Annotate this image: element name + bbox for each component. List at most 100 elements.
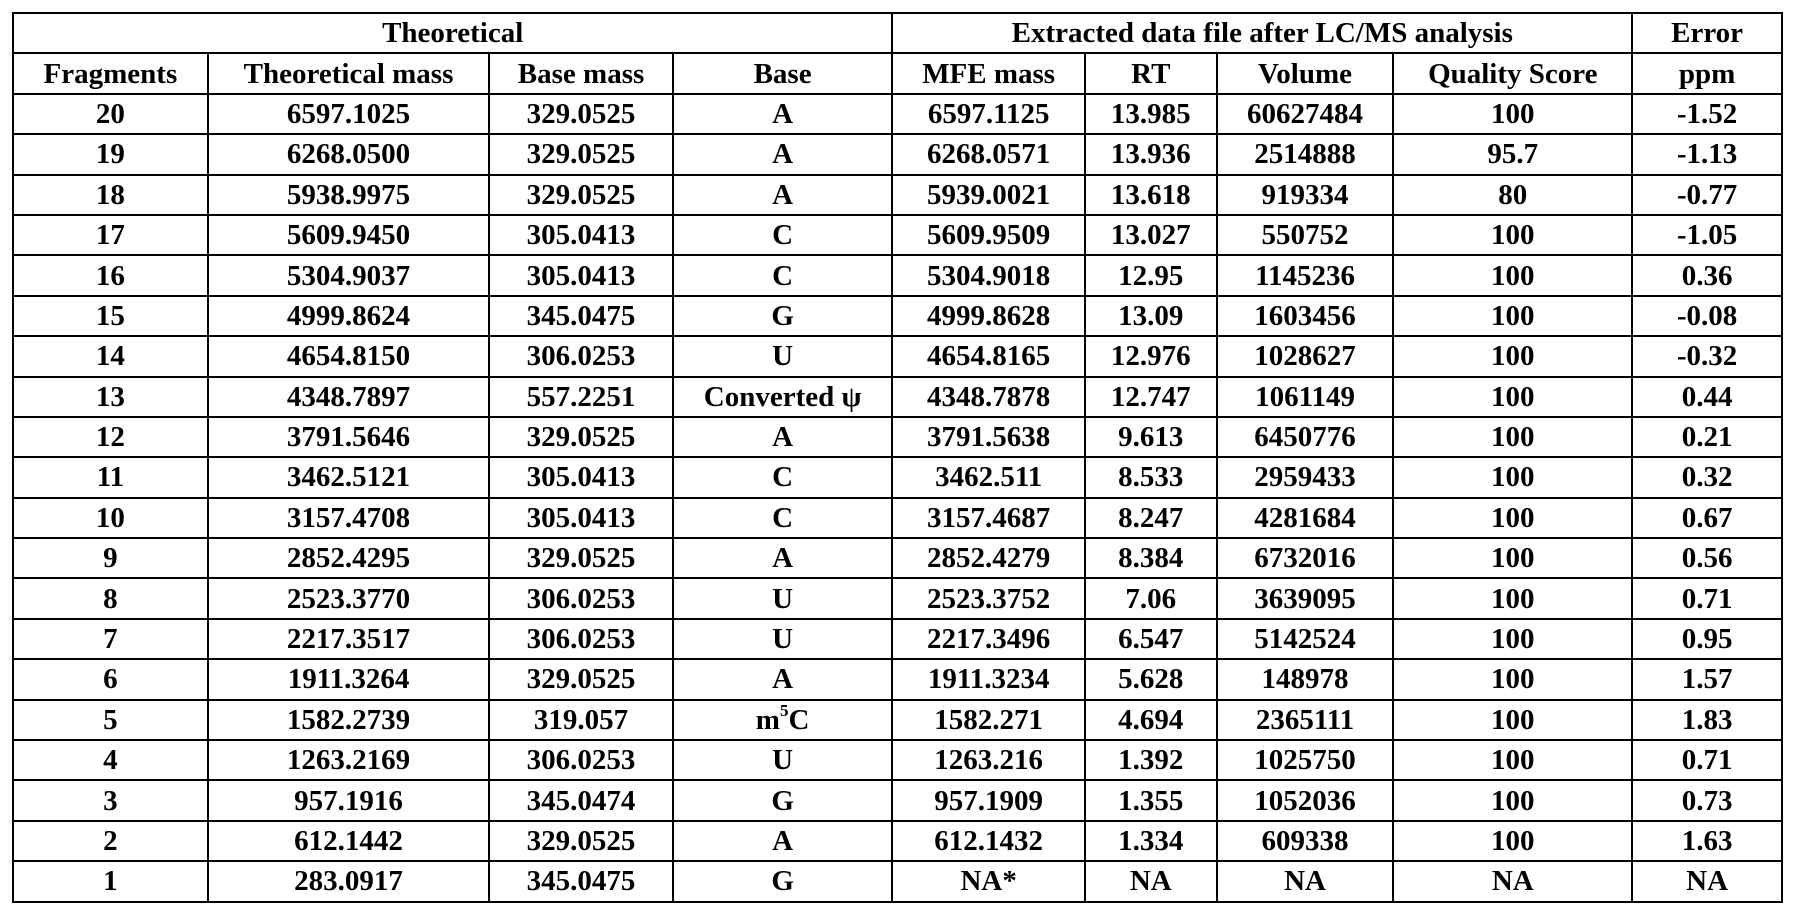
cell-quality-score: 80 bbox=[1392, 173, 1634, 216]
cell-base: C bbox=[671, 496, 894, 540]
cell-base: A bbox=[671, 537, 894, 580]
cell-base: U bbox=[671, 739, 894, 782]
cell-ppm: -0.08 bbox=[1631, 294, 1783, 338]
cell-quality-score: 100 bbox=[1392, 819, 1634, 863]
table-row: 8 2523.3770 306.0253 U 2523.3752 7.06 3639095 1… bbox=[12, 577, 1783, 620]
cell-base-mass: 345.0475 bbox=[488, 294, 674, 338]
cell-ppm: 0.21 bbox=[1631, 415, 1783, 459]
cell-base-mass: 329.0525 bbox=[488, 173, 674, 216]
cell-ppm: 1.57 bbox=[1631, 658, 1783, 701]
cell-volume: NA bbox=[1215, 860, 1395, 903]
cell-base: G bbox=[671, 779, 894, 822]
cell-rt: 6.547 bbox=[1083, 617, 1218, 661]
cell-theoretical-mass: 4999.8624 bbox=[206, 294, 491, 338]
column-header-fragments: Fragments bbox=[12, 52, 209, 95]
cell-theoretical-mass: 5304.9037 bbox=[206, 254, 491, 297]
cell-volume: 919334 bbox=[1215, 173, 1395, 216]
table-body: 20 6597.1025 329.0525 A 6597.1125 13.985 60627… bbox=[12, 92, 1783, 903]
cell-volume: 609338 bbox=[1215, 819, 1395, 863]
cell-rt: 8.247 bbox=[1083, 496, 1218, 540]
cell-fragment: 9 bbox=[12, 537, 209, 580]
cell-mfe-mass: 6597.1125 bbox=[891, 92, 1086, 136]
cell-quality-score: 100 bbox=[1392, 375, 1634, 418]
cell-rt: 12.95 bbox=[1083, 254, 1218, 297]
cell-quality-score: 100 bbox=[1392, 577, 1634, 620]
cell-fragment: 1 bbox=[12, 860, 209, 903]
cell-rt: 8.533 bbox=[1083, 456, 1218, 499]
cell-theoretical-mass: 6597.1025 bbox=[206, 92, 491, 136]
table-row: 16 5304.9037 305.0413 C 5304.9018 12.95 114523… bbox=[12, 254, 1783, 297]
cell-volume: 1603456 bbox=[1215, 294, 1395, 338]
cell-mfe-mass: NA* bbox=[891, 860, 1086, 903]
group-header-error: Error bbox=[1631, 11, 1783, 55]
cell-rt: 1.355 bbox=[1083, 779, 1218, 822]
cell-base-mass: 345.0474 bbox=[488, 779, 674, 822]
cell-ppm: 0.73 bbox=[1631, 779, 1783, 822]
cell-base-mass: 305.0413 bbox=[488, 213, 674, 257]
column-header-mfe-mass: MFE mass bbox=[891, 52, 1086, 95]
cell-ppm: -1.13 bbox=[1631, 133, 1783, 176]
cell-rt: 13.985 bbox=[1083, 92, 1218, 136]
cell-quality-score: 100 bbox=[1392, 496, 1634, 540]
cell-quality-score: 95.7 bbox=[1392, 133, 1634, 176]
cell-mfe-mass: 1911.3234 bbox=[891, 658, 1086, 701]
cell-mfe-mass: 4654.8165 bbox=[891, 335, 1086, 378]
cell-base-mass: 557.2251 bbox=[488, 375, 674, 418]
column-header-quality-score: Quality Score bbox=[1392, 52, 1634, 95]
cell-theoretical-mass: 6268.0500 bbox=[206, 133, 491, 176]
cell-rt: 12.747 bbox=[1083, 375, 1218, 418]
cell-ppm: 0.32 bbox=[1631, 456, 1783, 499]
column-header-theoretical-mass: Theoretical mass bbox=[206, 52, 491, 95]
cell-fragment: 5 bbox=[12, 698, 209, 742]
table-row: 19 6268.0500 329.0525 A 6268.0571 13.936 25148… bbox=[12, 133, 1783, 176]
cell-fragment: 13 bbox=[12, 375, 209, 418]
table-row: 14 4654.8150 306.0253 U 4654.8165 12.976 10286… bbox=[12, 335, 1783, 378]
cell-rt: 13.027 bbox=[1083, 213, 1218, 257]
cell-ppm: 0.67 bbox=[1631, 496, 1783, 540]
cell-theoretical-mass: 1911.3264 bbox=[206, 658, 491, 701]
group-header-theoretical: Theoretical bbox=[11, 11, 894, 55]
cell-quality-score: 100 bbox=[1392, 254, 1634, 297]
cell-volume: 2514888 bbox=[1215, 133, 1395, 176]
cell-quality-score: 100 bbox=[1392, 92, 1634, 136]
cell-fragment: 6 bbox=[12, 658, 209, 701]
cell-base-mass: 319.057 bbox=[488, 698, 674, 742]
cell-mfe-mass: 1263.216 bbox=[891, 739, 1086, 782]
cell-quality-score: 100 bbox=[1392, 294, 1634, 338]
base-suffix: C bbox=[788, 703, 810, 736]
cell-base: m5C bbox=[671, 698, 894, 742]
cell-volume: 3639095 bbox=[1215, 577, 1395, 620]
cell-theoretical-mass: 957.1916 bbox=[206, 779, 491, 822]
cell-ppm: -1.05 bbox=[1631, 213, 1783, 257]
table-row: 5 1582.2739 319.057 m5C 1582.271 4.694 2365111… bbox=[12, 698, 1783, 742]
column-header-ppm: ppm bbox=[1631, 52, 1783, 95]
cell-rt: 13.618 bbox=[1083, 173, 1218, 216]
column-header-rt: RT bbox=[1083, 52, 1218, 95]
cell-volume: 2959433 bbox=[1215, 456, 1395, 499]
cell-ppm: 1.83 bbox=[1631, 698, 1783, 742]
cell-quality-score: 100 bbox=[1392, 698, 1634, 742]
cell-base: G bbox=[671, 294, 894, 338]
cell-ppm: -0.32 bbox=[1631, 335, 1783, 378]
table-row: 11 3462.5121 305.0413 C 3462.511 8.533 2959433… bbox=[12, 456, 1783, 499]
cell-base: Converted ψ bbox=[671, 375, 894, 418]
cell-quality-score: 100 bbox=[1392, 739, 1634, 782]
cell-ppm: 0.36 bbox=[1631, 254, 1783, 297]
cell-base: U bbox=[671, 335, 894, 378]
cell-rt: 1.392 bbox=[1083, 739, 1218, 782]
cell-volume: 148978 bbox=[1215, 658, 1395, 701]
cell-base: A bbox=[671, 819, 894, 863]
table-row: 6 1911.3264 329.0525 A 1911.3234 5.628 148978 1… bbox=[12, 658, 1783, 701]
cell-base: C bbox=[671, 213, 894, 257]
cell-mfe-mass: 3791.5638 bbox=[891, 415, 1086, 459]
column-header-volume: Volume bbox=[1215, 52, 1395, 95]
cell-quality-score: 100 bbox=[1392, 415, 1634, 459]
cell-quality-score: 100 bbox=[1392, 617, 1634, 661]
base-prefix: m bbox=[755, 703, 780, 736]
cell-theoretical-mass: 4348.7897 bbox=[206, 375, 491, 418]
cell-fragment: 15 bbox=[12, 294, 209, 338]
table-row: 1 283.0917 345.0475 G NA* NA NA NA NA bbox=[12, 860, 1783, 903]
cell-base-mass: 329.0525 bbox=[488, 658, 674, 701]
cell-theoretical-mass: 3157.4708 bbox=[206, 496, 491, 540]
cell-quality-score: 100 bbox=[1392, 335, 1634, 378]
